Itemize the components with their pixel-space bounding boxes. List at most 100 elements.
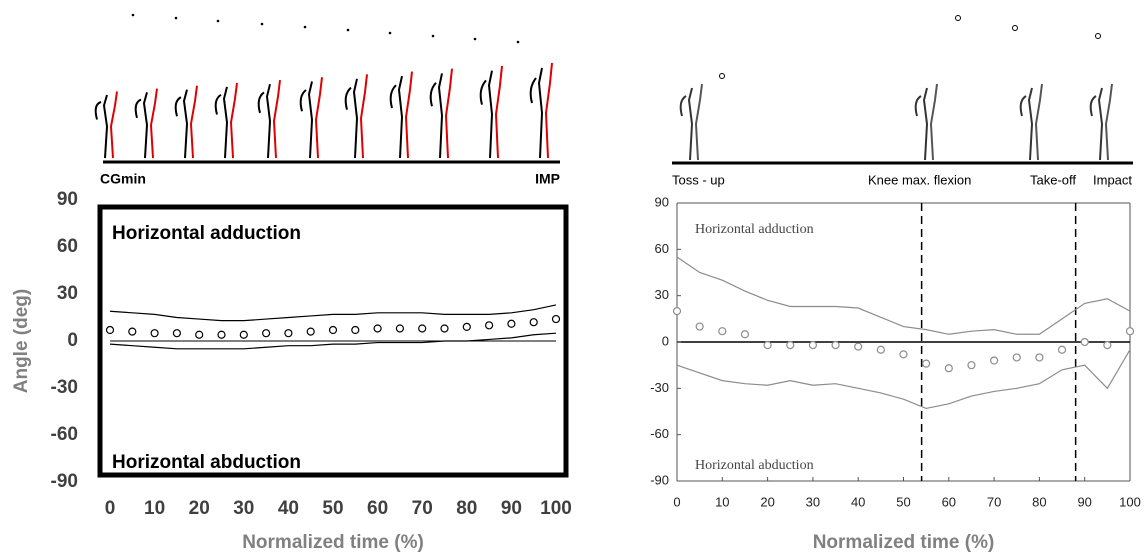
- band-line: [676, 349, 1131, 410]
- stick-stroke: [142, 92, 149, 159]
- stick-figure: [94, 91, 118, 159]
- stick-figure: [299, 77, 323, 159]
- x-tick-label: 60: [367, 498, 388, 519]
- phase-label: Knee max. flexion: [868, 172, 971, 187]
- mean-point: [1125, 327, 1135, 336]
- y-tick-label: 0: [67, 330, 78, 351]
- y-tick-label: -30: [51, 377, 78, 398]
- stick-stroke: [94, 101, 102, 120]
- x-tick-label: 0: [105, 498, 116, 519]
- stick-stroke: [314, 77, 323, 159]
- mean-point: [328, 325, 338, 335]
- stick-stroke: [102, 94, 109, 159]
- x-axis-title: Normalized time (%): [242, 532, 424, 553]
- stick-stroke: [214, 93, 222, 115]
- stick-figure: [344, 74, 368, 159]
- x-tick-label: 10: [144, 498, 165, 519]
- ball-dot: [174, 16, 178, 20]
- mean-point: [763, 340, 772, 350]
- stick-stroke: [299, 89, 307, 112]
- band-line: [109, 332, 557, 350]
- ball-dot: [388, 31, 392, 35]
- mean-point: [695, 322, 704, 331]
- mean-point: [507, 319, 516, 328]
- stick-stroke: [265, 83, 272, 159]
- stick-stroke: [397, 75, 404, 159]
- stick-stroke: [352, 78, 359, 159]
- stick-stroke: [134, 98, 142, 119]
- stick-stroke: [479, 79, 487, 105]
- mean-point: [195, 330, 204, 339]
- phase-label: CGmin: [100, 171, 146, 187]
- stick-stroke: [109, 91, 118, 159]
- stick-stroke: [404, 71, 413, 159]
- x-tick-label: 20: [760, 494, 774, 509]
- stick-stroke: [544, 62, 553, 159]
- stick-stroke: [437, 73, 444, 159]
- mean-point: [786, 340, 795, 350]
- x-tick-label: 30: [806, 494, 820, 509]
- stick-stroke: [272, 79, 281, 159]
- band-line: [676, 256, 1131, 335]
- mean-point: [284, 329, 293, 338]
- mean-point: [808, 340, 818, 350]
- stick-stroke: [307, 81, 314, 159]
- stick-stroke: [229, 82, 238, 159]
- stick-stroke: [1027, 87, 1034, 161]
- stick-figure: [389, 71, 413, 159]
- stick-stroke: [494, 65, 503, 159]
- stick-stroke: [257, 91, 265, 114]
- ball-dot: [473, 37, 477, 41]
- stick-stroke: [344, 86, 352, 110]
- mean-point: [395, 324, 404, 333]
- y-tick-label: 90: [57, 189, 78, 210]
- stick-figure: [1089, 83, 1113, 161]
- phase-label: Take-off: [1030, 172, 1076, 187]
- mean-point: [440, 324, 449, 333]
- mean-point: [944, 364, 953, 373]
- stick-stroke: [444, 68, 453, 159]
- stick-figure: [214, 82, 238, 159]
- y-tick-label: -60: [51, 424, 78, 445]
- x-tick-label: 30: [233, 498, 254, 519]
- ball-dot: [303, 25, 307, 29]
- stick-stroke: [1089, 95, 1097, 117]
- mean-point: [989, 356, 999, 365]
- x-axis-title: Normalized time (%): [813, 532, 995, 553]
- phase-label: Impact: [1093, 172, 1132, 187]
- x-tick-label: 70: [987, 494, 1001, 509]
- x-tick-label: 80: [1032, 494, 1046, 509]
- stick-stroke: [222, 86, 229, 159]
- stick-stroke: [1104, 83, 1113, 161]
- y-tick-label: 30: [655, 287, 669, 302]
- stick-stroke: [149, 88, 158, 159]
- ball: [719, 73, 725, 79]
- stick-figure: [914, 83, 938, 161]
- x-tick-label: 100: [1119, 494, 1141, 509]
- stick-figure: [174, 85, 198, 159]
- stick-figure: [479, 65, 503, 159]
- stick-figure: [679, 83, 703, 161]
- mean-point: [418, 324, 427, 333]
- region-label: Horizontal abduction: [695, 458, 814, 473]
- mean-point: [922, 359, 931, 368]
- ball-dot: [346, 28, 350, 32]
- mean-point: [672, 307, 682, 316]
- mean-point: [854, 342, 863, 351]
- mean-point: [1012, 353, 1021, 362]
- x-tick-label: 40: [278, 498, 299, 519]
- y-tick-label: 60: [655, 241, 669, 256]
- stick-stroke: [1019, 95, 1027, 117]
- mean-point: [351, 325, 360, 335]
- stick-stroke: [174, 96, 182, 117]
- x-tick-label: 20: [189, 498, 210, 519]
- y-tick-label: 60: [57, 236, 78, 257]
- stick-stroke: [929, 83, 938, 161]
- ball-dot: [216, 19, 220, 23]
- mean-point: [831, 340, 840, 350]
- mean-point: [172, 329, 181, 338]
- y-tick-label: -90: [650, 472, 669, 487]
- mean-point: [1103, 340, 1112, 350]
- mean-point: [967, 361, 976, 370]
